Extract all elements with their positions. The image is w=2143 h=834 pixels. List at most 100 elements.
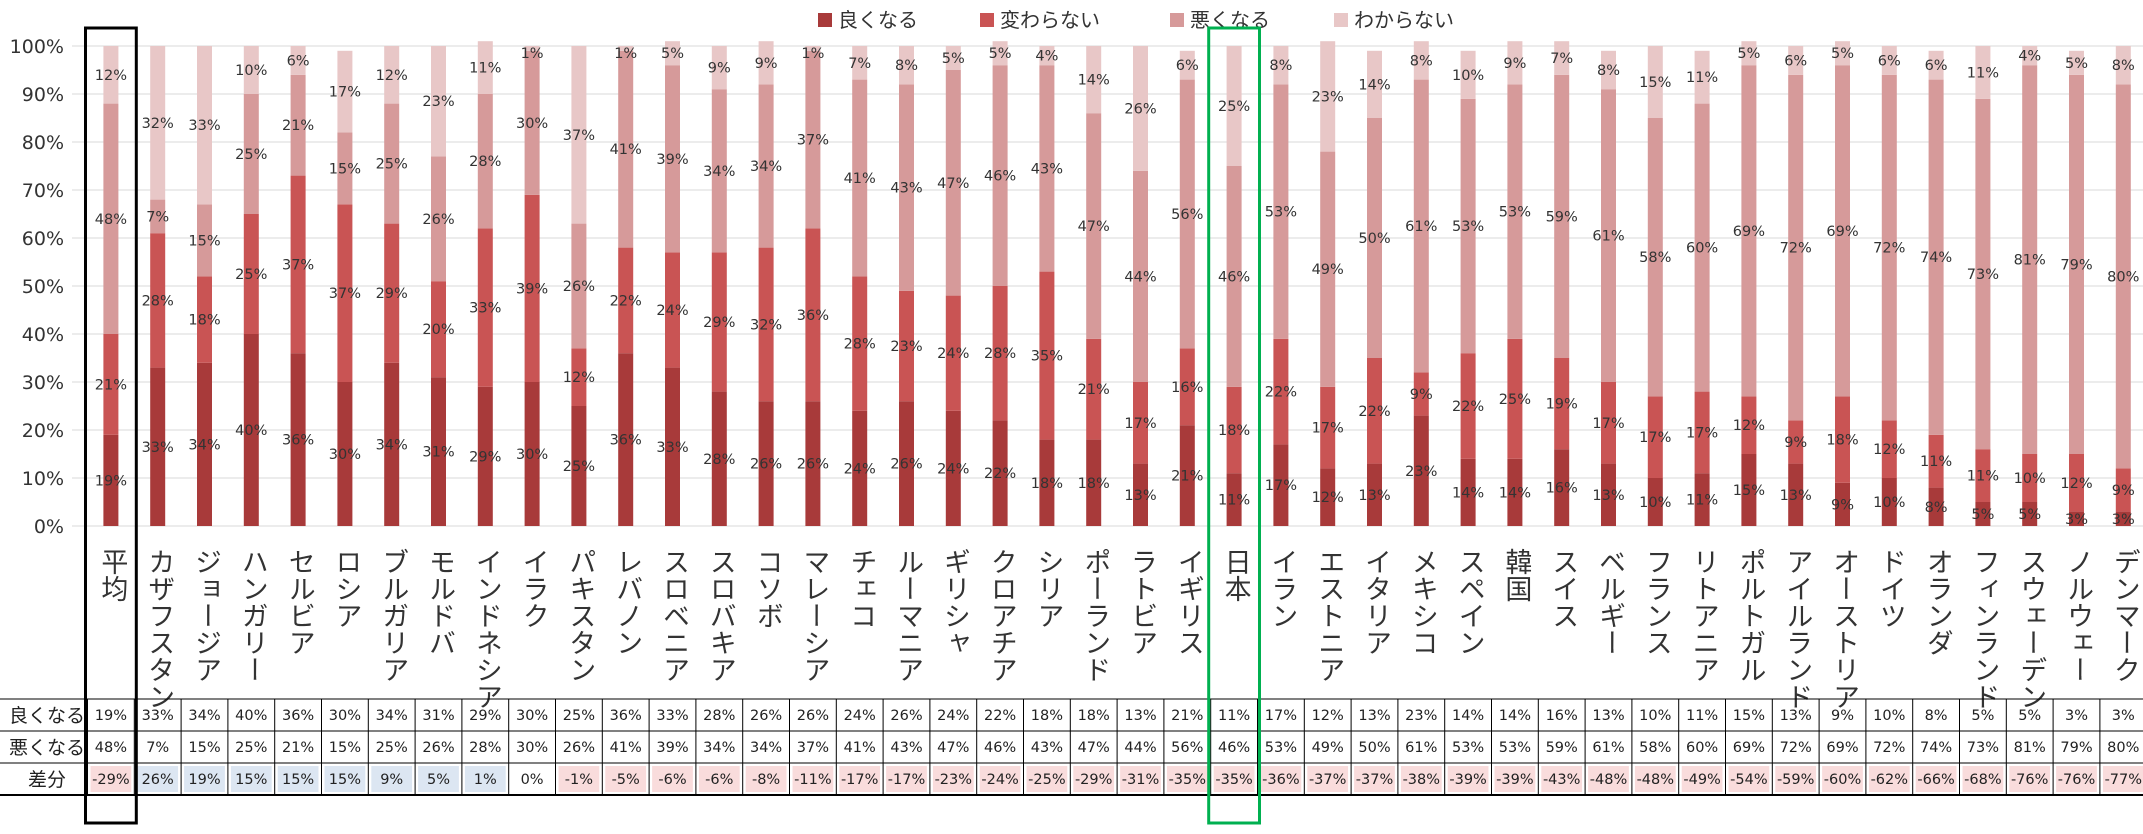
table-cell: 50%: [1358, 740, 1390, 756]
bar-segment: [1601, 382, 1616, 464]
table-cell: -31%: [1122, 772, 1159, 788]
data-label: 48%: [95, 212, 127, 228]
table-cell: -37%: [1356, 772, 1393, 788]
table-cell: 53%: [1265, 740, 1297, 756]
bar-segment: [2022, 454, 2038, 502]
bar-segment: [1647, 118, 1663, 397]
diff-cell-fill: [1213, 766, 1255, 792]
data-label: 14%: [1452, 485, 1484, 501]
table-cell: 1%: [474, 772, 497, 788]
bar-segment: [945, 410, 961, 526]
data-label: 33%: [142, 440, 174, 456]
table-cell: 13%: [1358, 708, 1390, 724]
data-label: 17%: [1312, 421, 1344, 437]
bar-segment: [337, 204, 353, 382]
table-cell: 13%: [1780, 708, 1812, 724]
data-label: 7%: [146, 209, 169, 225]
table-cell: -76%: [2011, 772, 2048, 788]
diff-cell-fill: [184, 766, 225, 792]
data-label: 5%: [2018, 507, 2041, 523]
table-cell: -76%: [2058, 772, 2095, 788]
data-label: 59%: [1546, 209, 1578, 225]
table-cell: 72%: [1780, 740, 1812, 756]
data-label: 17%: [1686, 425, 1718, 441]
bar-segment: [337, 50, 353, 133]
bar-segment: [1928, 79, 1944, 435]
data-label: 6%: [1878, 53, 1901, 69]
bar-segment: [758, 401, 774, 526]
table-cell: 24%: [937, 708, 969, 724]
data-label: 14%: [1078, 73, 1110, 89]
data-label: 31%: [422, 445, 454, 461]
legend-label: わからない: [1354, 8, 1454, 32]
bar-segment: [1086, 338, 1102, 440]
data-label: 10%: [2014, 471, 2046, 487]
data-label: 19%: [95, 473, 127, 489]
table-cell: 15%: [329, 772, 361, 788]
data-label: 47%: [937, 176, 969, 192]
data-label: 37%: [563, 128, 595, 144]
table-cell: -39%: [1449, 772, 1486, 788]
data-label: 16%: [1546, 481, 1578, 497]
bar-segment: [945, 70, 961, 296]
data-label: 21%: [95, 377, 127, 393]
table-cell: 58%: [1639, 740, 1671, 756]
data-label: 50%: [1358, 231, 1390, 247]
bar-segment: [524, 50, 540, 195]
bar-segment: [2115, 511, 2131, 526]
bar-segment: [1694, 50, 1710, 104]
data-label: 53%: [1265, 205, 1297, 221]
bar-segment: [524, 46, 540, 51]
data-label: 8%: [1410, 53, 1433, 69]
table-row-label: 差分: [28, 769, 66, 791]
category-label: エストニア: [1313, 548, 1344, 683]
bar-segment: [758, 41, 774, 85]
bar-segment: [1647, 396, 1663, 478]
data-label: 30%: [516, 447, 548, 463]
table-cell: 47%: [1078, 740, 1110, 756]
category-label: イラク: [518, 548, 549, 629]
bar-segment: [945, 46, 961, 70]
data-label: 21%: [1078, 382, 1110, 398]
bar-segment: [1273, 46, 1289, 85]
bar-segment: [1788, 463, 1804, 526]
table-cell: 69%: [1733, 740, 1765, 756]
category-label: 韓国: [1500, 548, 1531, 602]
data-label: 61%: [1405, 219, 1437, 235]
bar-segment: [1460, 353, 1476, 459]
table-cell: -43%: [1543, 772, 1580, 788]
bar-segment: [992, 420, 1008, 526]
bar-segment: [1507, 84, 1523, 339]
data-label: 73%: [1967, 267, 1999, 283]
table-cell: 11%: [1218, 708, 1250, 724]
bar-segment: [524, 382, 540, 526]
table-cell: 16%: [1546, 708, 1578, 724]
data-label: 8%: [1925, 500, 1948, 516]
data-label: 25%: [1218, 99, 1250, 115]
data-label: 17%: [1265, 478, 1297, 494]
data-label: 49%: [1312, 262, 1344, 278]
bar-segment: [1273, 444, 1289, 526]
data-label: 23%: [890, 339, 922, 355]
table-cell: 10%: [1639, 708, 1671, 724]
bar-segment: [150, 233, 166, 368]
table-cell: 47%: [937, 740, 969, 756]
bar-segment: [1179, 425, 1195, 526]
table-cell: 26%: [750, 708, 782, 724]
data-label: 23%: [1405, 464, 1437, 480]
table-cell: 48%: [95, 740, 127, 756]
data-label: 53%: [1452, 219, 1484, 235]
data-label: 69%: [1826, 224, 1858, 240]
data-label: 25%: [235, 147, 267, 163]
category-label: アイルランド: [1781, 548, 1812, 710]
data-label: 47%: [1078, 219, 1110, 235]
bar-segment: [1226, 166, 1242, 387]
category-label: スウェーデン: [2015, 548, 2046, 710]
bar-segment: [665, 252, 680, 368]
data-label: 17%: [1639, 430, 1671, 446]
table-cell: 9%: [380, 772, 403, 788]
table-cell: -24%: [981, 772, 1018, 788]
bar-segment: [337, 382, 353, 526]
data-label: 13%: [1592, 488, 1624, 504]
